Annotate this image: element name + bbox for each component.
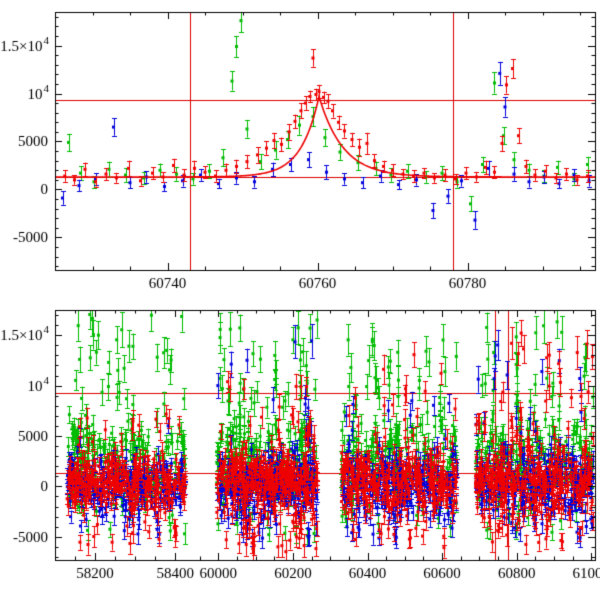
light-curve-chart-canvas: [0, 0, 600, 600]
light-curve-figure: [0, 0, 600, 600]
